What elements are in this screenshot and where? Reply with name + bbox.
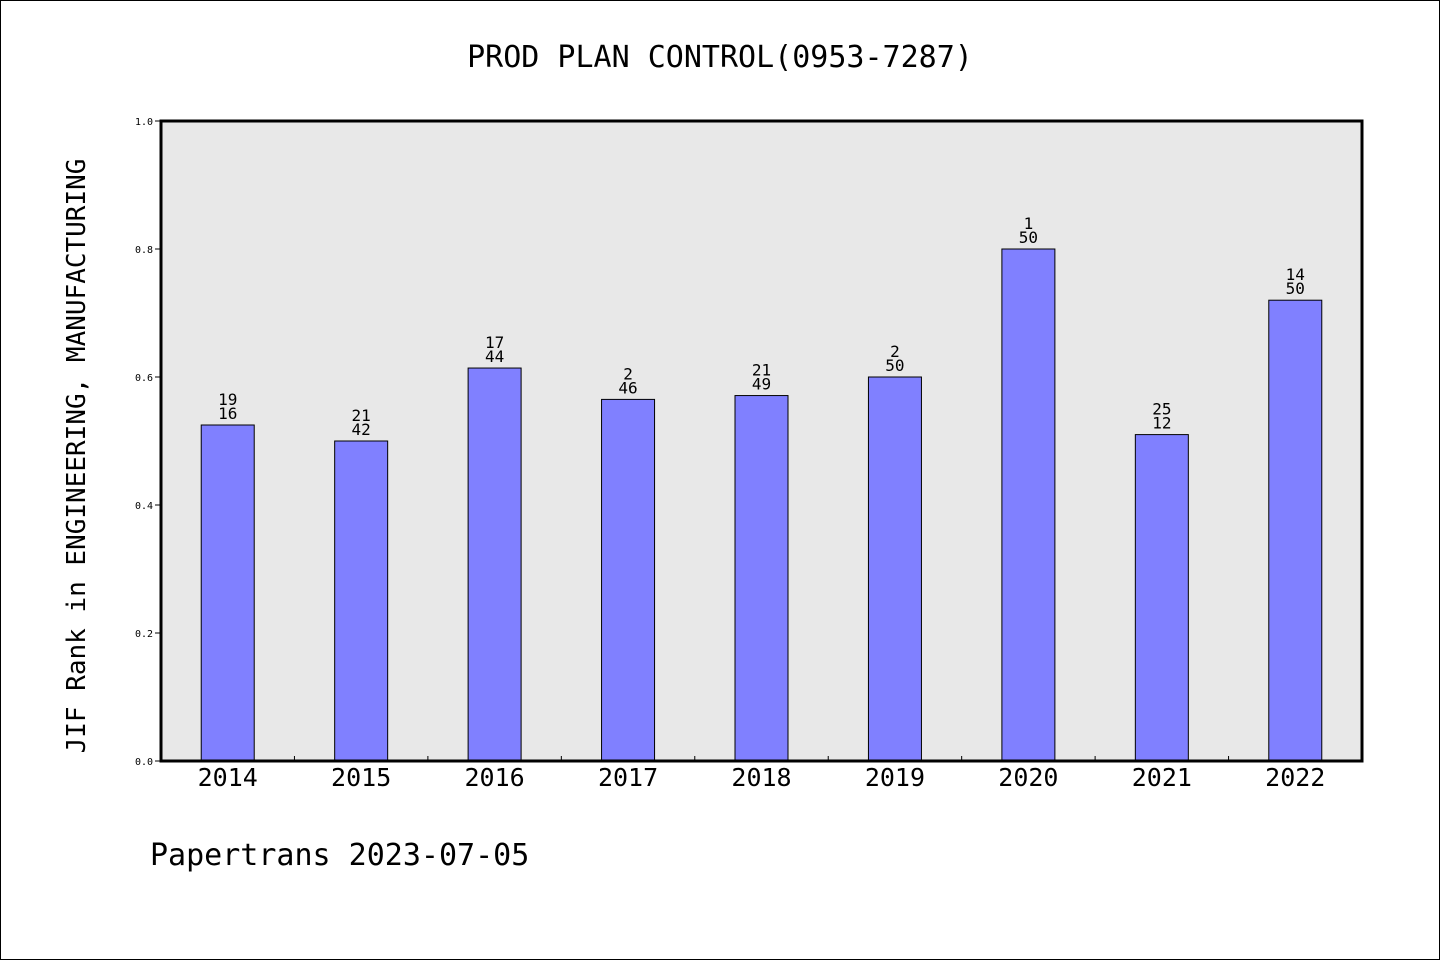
bar-label-bottom: 50 [1019, 228, 1038, 247]
bar [467, 367, 522, 762]
bar-label-bottom: 50 [885, 356, 904, 375]
bar [601, 398, 656, 762]
bar-label-top: 2 [623, 364, 633, 383]
y-tick-label: 1.0 [135, 117, 153, 128]
bar [734, 395, 789, 762]
bar-label-top: 14 [1286, 265, 1305, 284]
bar-label-top: 21 [752, 361, 771, 380]
chart-title: PROD PLAN CONTROL(0953-7287) [467, 40, 973, 75]
y-tick-label: 0.6 [135, 373, 153, 384]
x-tick-label: 2020 [998, 763, 1058, 792]
plot-border [159, 119, 1364, 763]
bar-label-bottom: 16 [218, 404, 237, 423]
x-tick-label: 2017 [598, 763, 658, 792]
bar [1134, 434, 1189, 762]
bar-label-top: 17 [485, 333, 504, 352]
x-tick-label: 2016 [465, 763, 525, 792]
bar [200, 424, 255, 762]
bar [1268, 299, 1323, 762]
bar-label-top: 2 [890, 342, 900, 361]
y-tick-label: 0.0 [135, 757, 153, 768]
bar [867, 376, 922, 762]
x-tick-label: 2022 [1265, 763, 1325, 792]
y-tick-label: 0.2 [135, 629, 153, 640]
bar [334, 440, 389, 762]
bar-label-bottom: 12 [1152, 414, 1171, 433]
bar-label-top: 1 [1024, 214, 1034, 233]
x-tick-label: 2015 [331, 763, 391, 792]
bar-label-top: 19 [218, 390, 237, 409]
x-tick-label: 2018 [731, 763, 791, 792]
bar-label-top: 21 [352, 406, 371, 425]
x-tick-label: 2014 [198, 763, 258, 792]
bar [1001, 248, 1056, 762]
x-axis-ticks: 2014 2015 2016 2017 2018 2019 2020 2021 2022 [198, 756, 1325, 792]
y-axis-ticks: 0.0 0.2 0.4 0.6 0.8 1.0 [135, 117, 161, 768]
y-tick-label: 0.4 [135, 501, 153, 512]
bar-label-bottom: 49 [752, 375, 771, 394]
bars-layer [200, 248, 1323, 762]
bar-label-bottom: 44 [485, 347, 504, 366]
x-tick-label: 2021 [1132, 763, 1192, 792]
bar-label-bottom: 50 [1286, 279, 1305, 298]
footer-text: Papertrans 2023-07-05 [150, 838, 529, 873]
bar-label-top: 25 [1152, 400, 1171, 419]
bar-label-bottom: 42 [352, 420, 371, 439]
y-tick-label: 0.8 [135, 245, 153, 256]
y-axis-label: JIF Rank in ENGINEERING, MANUFACTURING [62, 159, 92, 754]
bar-label-bottom: 46 [618, 378, 637, 397]
x-tick-label: 2019 [865, 763, 925, 792]
